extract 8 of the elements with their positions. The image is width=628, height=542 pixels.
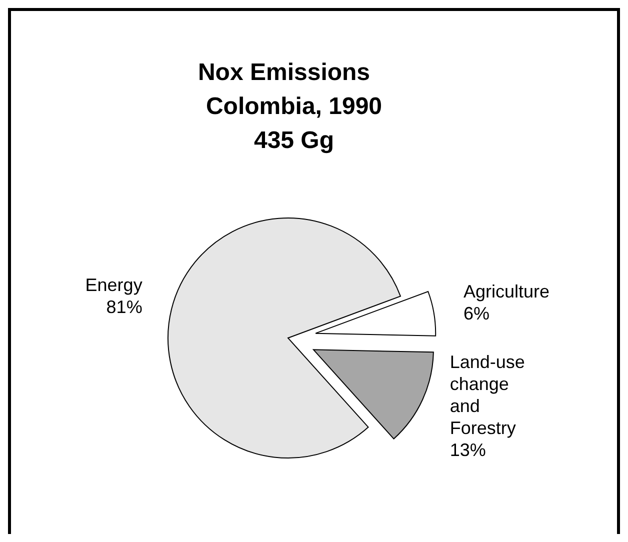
chart-title: Nox Emissions bbox=[198, 59, 370, 86]
data-label: 81% bbox=[106, 297, 142, 318]
data-label: 13% bbox=[450, 440, 486, 460]
chart-subtitle: Colombia, 1990 435 Gg bbox=[206, 93, 382, 154]
slice-label: Energy bbox=[85, 275, 142, 296]
data-label: 6% bbox=[464, 303, 490, 324]
slice-label: Land-use change and Forestry bbox=[450, 352, 525, 438]
slice-label: Agriculture bbox=[464, 281, 550, 302]
